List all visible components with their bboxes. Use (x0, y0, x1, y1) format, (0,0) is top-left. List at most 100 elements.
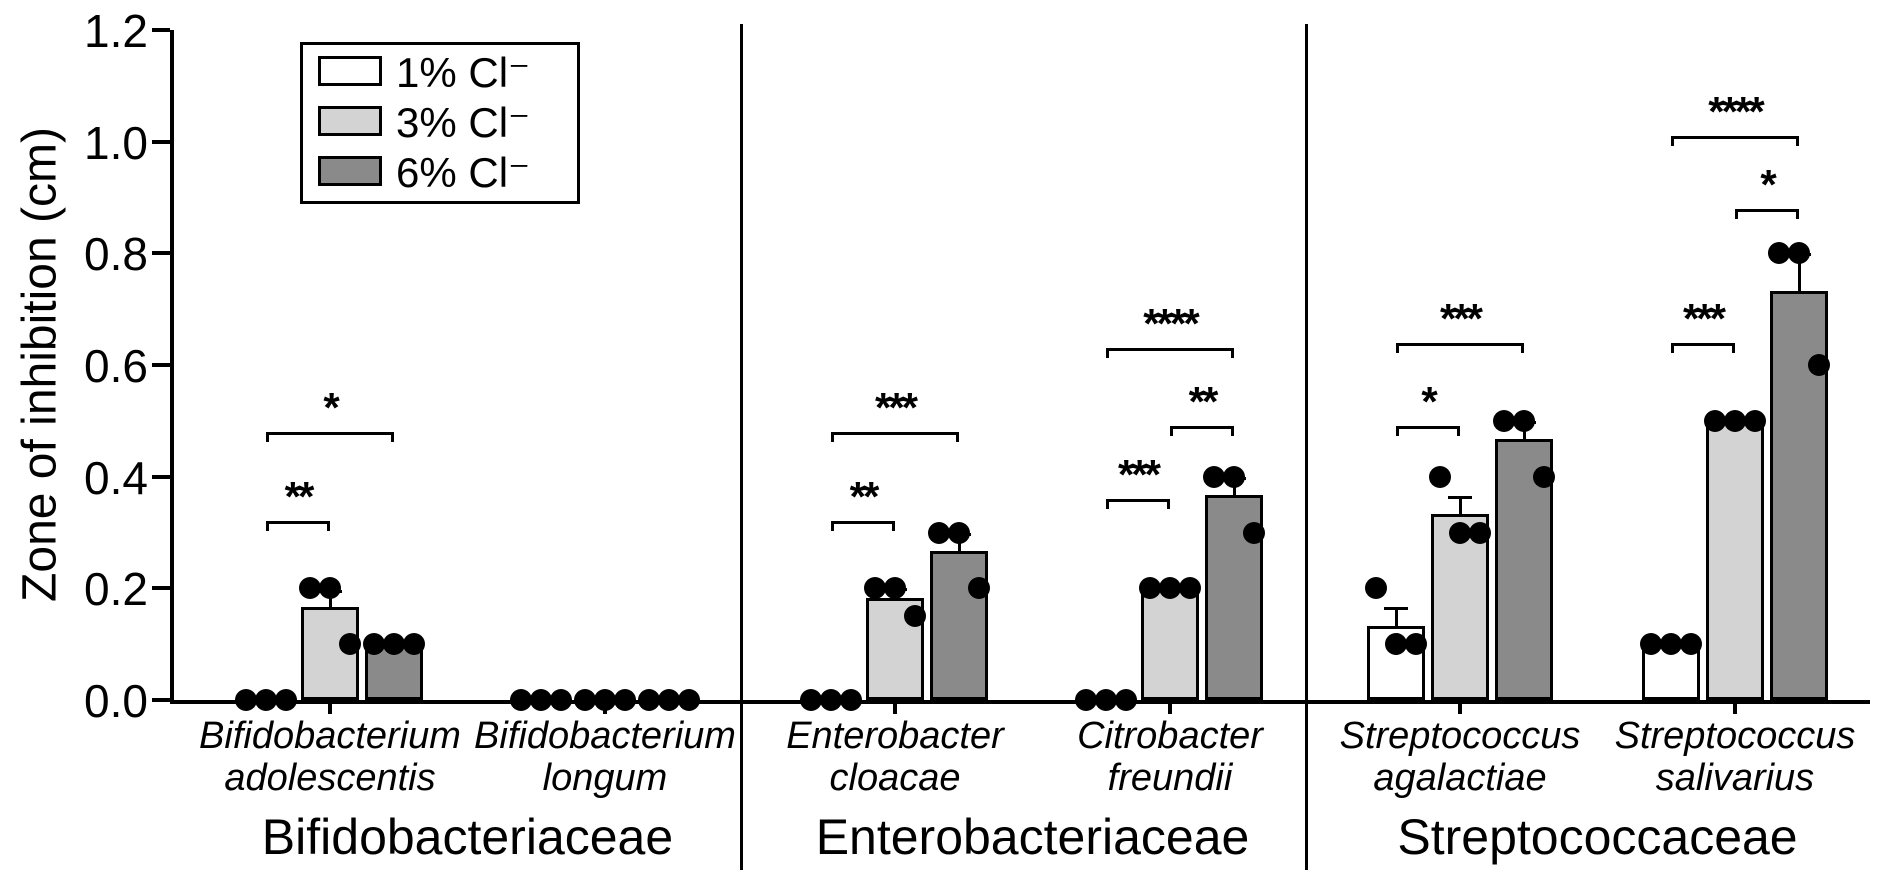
y-tick-mark (152, 475, 170, 479)
x-tick-mark (328, 700, 332, 714)
y-axis-title: Zone of inhibition (cm) (13, 65, 68, 665)
significance-line (1106, 348, 1234, 351)
data-point (1493, 410, 1515, 432)
x-tick-mark (1733, 700, 1737, 714)
data-point (820, 689, 842, 711)
data-point (275, 689, 297, 711)
y-tick-mark (152, 140, 170, 144)
legend-swatch (318, 106, 382, 136)
data-point (1405, 633, 1427, 655)
family-label: Bifidobacteriaceae (208, 808, 728, 866)
x-tick-mark (1168, 700, 1172, 714)
data-point (864, 577, 886, 599)
data-point (1680, 633, 1702, 655)
y-tick-label: 0.4 (70, 451, 148, 505)
data-point (1513, 410, 1535, 432)
data-point (299, 577, 321, 599)
data-point (884, 577, 906, 599)
data-point (339, 633, 361, 655)
significance-line-cap (1106, 499, 1109, 509)
significance-line (1106, 499, 1170, 502)
significance-stars: * (1707, 161, 1827, 209)
data-point (1429, 466, 1451, 488)
significance-line-cap (1231, 348, 1234, 358)
significance-line-cap (1735, 209, 1738, 219)
significance-line (1396, 343, 1524, 346)
data-point (1660, 633, 1682, 655)
data-point (1704, 410, 1726, 432)
y-tick-label: 0.6 (70, 339, 148, 393)
species-label: Citrobacterfreundii (1010, 716, 1330, 800)
significance-line-cap (266, 521, 269, 531)
data-point (1640, 633, 1662, 655)
significance-line-cap (831, 521, 834, 531)
significance-stars: *** (1400, 295, 1520, 343)
y-axis-line (170, 30, 174, 700)
error-bar-cap (1384, 607, 1408, 610)
data-point (1768, 242, 1790, 264)
data-point (1449, 522, 1471, 544)
y-tick-mark (152, 586, 170, 590)
significance-line-cap (831, 432, 834, 442)
data-point (319, 577, 341, 599)
data-point (928, 522, 950, 544)
data-point (638, 689, 660, 711)
y-tick-label: 1.0 (70, 116, 148, 170)
data-point (550, 689, 572, 711)
data-point (510, 689, 532, 711)
data-point (1075, 689, 1097, 711)
data-point (255, 689, 277, 711)
data-point (235, 689, 257, 711)
significance-line (831, 432, 959, 435)
significance-line-cap (1521, 343, 1524, 353)
significance-stars: ** (238, 473, 358, 521)
significance-line (266, 432, 394, 435)
legend-item-label: 6% Cl⁻ (396, 148, 530, 197)
data-point (530, 689, 552, 711)
x-tick-mark (603, 700, 607, 714)
significance-line-cap (1732, 343, 1735, 353)
significance-stars: * (1368, 378, 1488, 426)
significance-line (1170, 426, 1234, 429)
bar (1706, 421, 1764, 700)
y-tick-mark (152, 698, 170, 702)
significance-line-cap (956, 432, 959, 442)
data-point (1788, 242, 1810, 264)
legend-item-label: 3% Cl⁻ (396, 98, 530, 147)
species-label: Bifidobacteriumadolescentis (170, 716, 490, 800)
y-tick-mark (152, 251, 170, 255)
bar (930, 551, 988, 700)
bar (1770, 291, 1828, 700)
data-point (403, 633, 425, 655)
significance-line (1735, 209, 1799, 212)
x-tick-mark (1458, 700, 1462, 714)
y-tick-mark (152, 28, 170, 32)
data-point (1469, 522, 1491, 544)
species-label: Streptococcusagalactiae (1300, 716, 1620, 800)
y-tick-mark (152, 363, 170, 367)
data-point (678, 689, 700, 711)
family-label: Streptococcaceae (1338, 808, 1858, 866)
species-label: Bifidobacteriumlongum (445, 716, 765, 800)
significance-line-cap (327, 521, 330, 531)
data-point (658, 689, 680, 711)
significance-line-cap (1231, 426, 1234, 436)
data-point (1115, 689, 1137, 711)
data-point (1203, 466, 1225, 488)
significance-stars: *** (835, 384, 955, 432)
significance-line-cap (1167, 499, 1170, 509)
chart-root: 0.00.20.40.60.81.01.2Zone of inhibition … (0, 0, 1900, 895)
significance-stars: *** (1643, 295, 1763, 343)
data-point (1533, 466, 1555, 488)
significance-line-cap (1796, 209, 1799, 219)
x-tick-mark (893, 700, 897, 714)
data-point (363, 633, 385, 655)
bar (1141, 588, 1199, 700)
y-tick-label: 1.2 (70, 4, 148, 58)
significance-line-cap (1457, 426, 1460, 436)
significance-line-cap (892, 521, 895, 531)
significance-stars: ** (803, 473, 923, 521)
y-tick-label: 0.0 (70, 674, 148, 728)
data-point (1095, 689, 1117, 711)
significance-line-cap (1170, 426, 1173, 436)
